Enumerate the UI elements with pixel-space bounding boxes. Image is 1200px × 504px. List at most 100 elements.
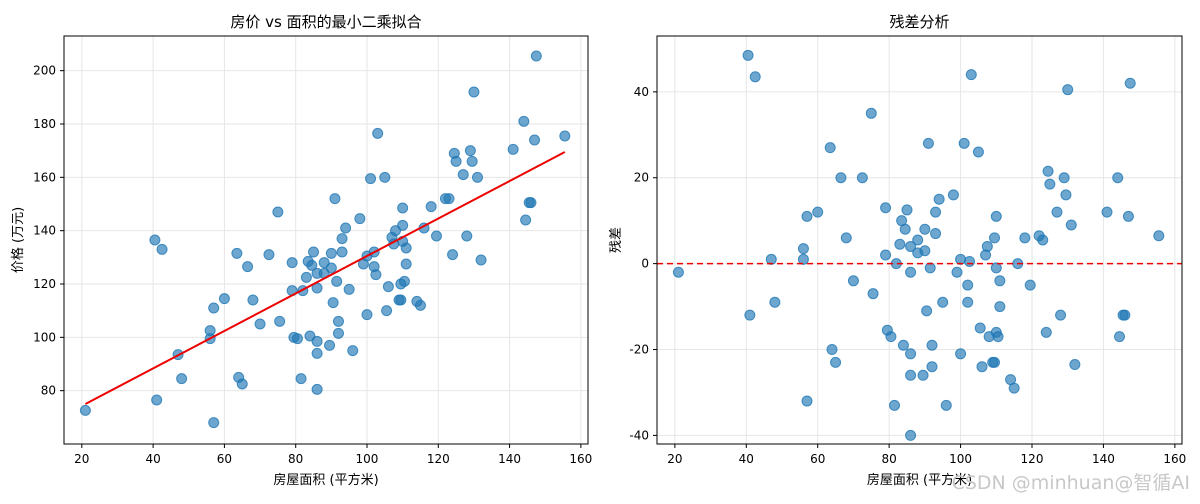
data-point xyxy=(329,193,341,205)
data-point xyxy=(962,296,974,308)
y-tick-label: 100 xyxy=(33,330,56,344)
data-point xyxy=(332,315,344,327)
data-point xyxy=(769,296,781,308)
plot-panel-1: 20 40 60 80 100 120 140 160 80 100 120 140 160 180 200… xyxy=(10,13,592,488)
data-point xyxy=(976,361,988,373)
chart-title: 残差分析 xyxy=(889,13,949,31)
data-point xyxy=(955,348,967,360)
data-point xyxy=(311,335,323,347)
data-point xyxy=(443,193,455,205)
data-point xyxy=(397,202,409,214)
data-point xyxy=(274,315,286,327)
data-point xyxy=(468,86,480,98)
data-point xyxy=(797,243,809,255)
data-point xyxy=(840,232,852,244)
data-point xyxy=(1019,232,1031,244)
axes-frame xyxy=(656,35,1183,445)
data-point xyxy=(1122,210,1134,222)
data-point xyxy=(972,146,984,158)
y-tick-label: 20 xyxy=(634,171,649,185)
data-point xyxy=(311,383,323,395)
x-tick-label: 120 xyxy=(427,452,450,466)
y-tick-label: -40 xyxy=(629,428,649,442)
data-point xyxy=(989,232,1000,244)
data-point xyxy=(994,275,1006,287)
chart-title: 房价 vs 面积的最小二乘拟合 xyxy=(230,13,421,31)
data-point xyxy=(917,369,929,381)
data-point xyxy=(922,137,934,149)
x-tick-label: 20 xyxy=(667,452,682,466)
y-tick-label: 160 xyxy=(33,170,56,184)
y-tick-label: 40 xyxy=(634,85,649,99)
data-point xyxy=(1112,172,1124,184)
data-point xyxy=(354,213,366,225)
data-point xyxy=(263,249,275,261)
data-point xyxy=(242,261,254,273)
data-point xyxy=(830,356,842,368)
x-axis-title: 房屋面积 (平方米) xyxy=(273,472,378,488)
data-point xyxy=(901,204,913,216)
data-point xyxy=(962,279,974,291)
data-point xyxy=(744,309,756,321)
data-point xyxy=(958,137,970,149)
data-point xyxy=(529,134,541,146)
data-point xyxy=(400,258,412,270)
data-point xyxy=(994,301,1006,313)
data-point xyxy=(880,202,892,214)
y-axis-title: 价格 (万元) xyxy=(10,207,26,273)
data-point xyxy=(964,255,975,267)
data-point xyxy=(1065,219,1077,231)
data-point xyxy=(801,210,813,222)
data-point xyxy=(930,228,942,240)
data-point xyxy=(381,305,393,317)
data-point xyxy=(149,234,161,246)
data-point xyxy=(204,325,216,337)
y-tick-label: 180 xyxy=(33,117,56,131)
y-tick-label: 0 xyxy=(641,257,649,271)
data-point xyxy=(286,257,298,269)
data-point xyxy=(905,429,917,441)
data-point xyxy=(1008,382,1020,394)
x-tick-label: 120 xyxy=(1021,452,1044,466)
data-point xyxy=(742,49,754,61)
data-point xyxy=(835,172,847,184)
data-point xyxy=(947,189,959,201)
data-point xyxy=(361,309,373,321)
x-tick-label: 40 xyxy=(739,452,754,466)
data-point xyxy=(1101,206,1113,218)
data-point xyxy=(336,246,348,258)
data-point xyxy=(1058,172,1070,184)
data-point xyxy=(559,130,571,142)
data-point xyxy=(457,169,469,181)
x-tick-label: 140 xyxy=(498,452,521,466)
data-point xyxy=(926,339,938,351)
data-point xyxy=(1119,309,1131,321)
data-point xyxy=(365,173,377,185)
x-tick-label: 160 xyxy=(569,452,592,466)
data-point xyxy=(801,395,813,407)
data-point xyxy=(308,246,320,258)
data-point xyxy=(1055,309,1067,321)
data-point xyxy=(447,249,459,261)
data-point xyxy=(340,222,352,234)
data-point xyxy=(530,50,542,62)
data-point xyxy=(897,339,909,351)
data-point xyxy=(464,145,476,157)
data-point xyxy=(325,262,337,274)
data-point xyxy=(176,373,188,385)
data-point xyxy=(208,417,220,429)
data-point xyxy=(1062,84,1074,96)
data-point xyxy=(1153,230,1165,242)
y-tick-label: 200 xyxy=(33,64,56,78)
x-tick-label: 100 xyxy=(356,452,379,466)
data-point xyxy=(1124,77,1136,89)
data-point xyxy=(272,206,284,218)
data-point xyxy=(395,294,407,306)
x-tick-label: 40 xyxy=(145,452,160,466)
data-point xyxy=(951,266,963,278)
data-point xyxy=(397,219,409,231)
data-point xyxy=(937,296,949,308)
data-point xyxy=(981,240,993,252)
